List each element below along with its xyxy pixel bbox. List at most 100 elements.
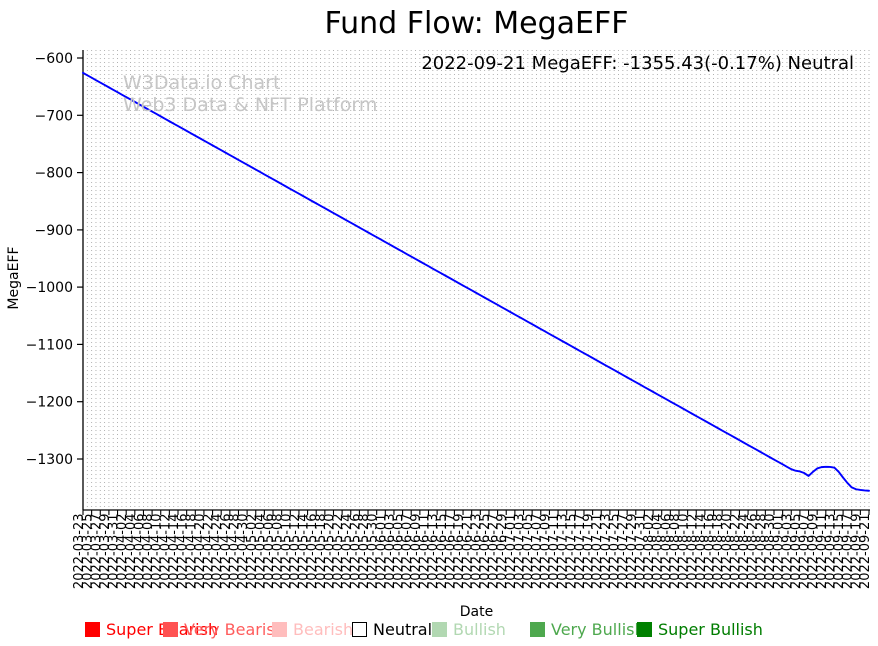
x-tick-label: 2022-06-27 [487,514,502,590]
x-tick-label: 2022-07-31 [633,514,648,590]
legend-item-bearish: Bearish [272,619,353,639]
x-tick-label: 2022-06-25 [478,514,493,590]
x-tick-label: 2022-05-08 [271,514,286,590]
legend-label: Very Bullish [551,619,645,639]
x-tick-label: 2022-07-17 [573,514,588,590]
legend-swatch-icon [272,621,287,637]
x-tick-label: 2022-08-02 [642,514,657,590]
x-tick-label: 2022-07-05 [521,514,536,590]
x-tick-label: 2022-07-21 [590,514,605,590]
x-tick-label: 2022-06-29 [495,514,510,590]
x-tick-label: 2022-07-29 [625,514,640,590]
legend-swatch-icon [352,621,367,637]
x-tick-label: 2022-05-16 [305,514,320,590]
x-tick-label: 2022-03-31 [107,514,122,590]
x-tick-label: 2022-03-25 [81,514,96,590]
x-tick-label: 2022-08-26 [746,514,761,590]
x-tick-label: 2022-09-15 [832,514,847,590]
x-tick-label: 2022-09-05 [789,514,804,590]
legend-label: Neutral [373,619,433,639]
x-tick-label: 2022-06-05 [392,514,407,590]
x-tick-label: 2022-04-30 [236,514,251,590]
x-tick-label: 2022-04-28 [227,514,242,590]
x-tick-label: 2022-06-19 [452,514,467,590]
y-tick-label: −600 [35,51,73,67]
x-tick-label: 2022-07-09 [538,514,553,590]
legend: Super Bearish Very Bearish Bearish Neutral B… [0,619,878,643]
x-tick-label: 2022-03-29 [98,514,113,590]
x-tick-label: 2022-07-11 [547,514,562,590]
x-tick-label: 2022-05-24 [340,514,355,590]
legend-swatch-icon [530,621,545,637]
watermark-line1: W3Data.io Chart [123,72,281,94]
legend-swatch-icon [637,621,652,637]
x-tick-label: 2022-06-01 [374,514,389,590]
x-tick-label: 2022-07-27 [616,514,631,590]
x-tick-label: 2022-04-08 [141,514,156,590]
watermark-line2: Web3 Data & NFT Platform [123,94,378,116]
x-tick-label: 2022-08-28 [754,514,769,590]
last-value-annotation: 2022-09-21 MegaEFF: -1355.43(-0.17%) Neu… [421,53,854,74]
x-tick-label: 2022-03-27 [89,514,104,590]
x-tick-label: 2022-09-13 [823,514,838,590]
x-tick-label: 2022-08-12 [685,514,700,590]
x-tick-label: 2022-05-10 [279,514,294,590]
x-tick-label: 2022-05-30 [366,514,381,590]
x-tick-label: 2022-07-13 [556,514,571,590]
x-tick-label: 2022-08-06 [659,514,674,590]
y-tick-label: −700 [35,108,73,124]
x-tick-label: 2022-07-03 [513,514,528,590]
x-tick-label: 2022-06-11 [417,514,432,590]
x-tick-label: 2022-05-02 [245,514,260,590]
legend-item-neutral: Neutral [352,619,432,639]
y-tick-label: −900 [35,223,73,239]
x-tick-label: 2022-08-22 [728,514,743,590]
y-tick-label: −1300 [26,452,73,468]
x-tick-label: 2022-04-20 [193,514,208,590]
legend-label: Bullish [453,619,506,639]
x-tick-label: 2022-09-21 [858,514,873,590]
x-tick-label: 2022-07-23 [599,514,614,590]
x-tick-label: 2022-07-25 [608,514,623,590]
x-tick-label: 2022-09-11 [815,514,830,590]
legend-item-very-bullish: Very Bullish [530,619,645,639]
x-tick-label: 2022-06-23 [469,514,484,590]
x-tick-label: 2022-05-18 [314,514,329,590]
x-tick-label: 2022-04-04 [124,514,139,590]
x-tick-label: 2022-04-24 [210,514,225,590]
x-tick-label: 2022-05-06 [262,514,277,590]
legend-label: Very Bearish [184,619,285,639]
x-tick-label: 2022-07-15 [564,514,579,590]
x-tick-label: 2022-08-08 [668,514,683,590]
x-tick-label: 2022-09-17 [841,514,856,590]
x-tick-label: 2022-05-22 [331,514,346,590]
x-tick-label: 2022-04-18 [184,514,199,590]
x-tick-label: 2022-06-03 [383,514,398,590]
x-tick-label: 2022-08-16 [703,514,718,590]
x-tick-label: 2022-05-20 [322,514,337,590]
y-tick-label: −1000 [26,280,73,296]
x-tick-label: 2022-06-07 [400,514,415,590]
x-tick-label: 2022-06-13 [426,514,441,590]
x-tick-label: 2022-06-17 [443,514,458,590]
x-tick-label: 2022-07-01 [504,514,519,590]
y-tick-label: −1200 [26,395,73,411]
x-tick-label: 2022-03-23 [72,514,87,590]
page-title: Fund Flow: MegaEFF [324,6,629,41]
x-tick-label: 2022-04-22 [202,514,217,590]
legend-label: Super Bullish [658,619,763,639]
x-tick-label: 2022-08-14 [694,514,709,590]
x-tick-label: 2022-09-09 [806,514,821,590]
x-tick-label: 2022-06-09 [409,514,424,590]
x-tick-label: 2022-06-21 [461,514,476,590]
x-tick-label: 2022-07-19 [582,514,597,590]
fund-flow-line [82,71,870,492]
x-tick-label: 2022-09-19 [849,514,864,590]
x-tick-label: 2022-04-06 [132,514,147,590]
legend-swatch-icon [432,621,447,637]
x-tick-label: 2022-04-02 [115,514,130,590]
x-tick-label: 2022-08-18 [711,514,726,590]
x-tick-label: 2022-07-07 [530,514,545,590]
